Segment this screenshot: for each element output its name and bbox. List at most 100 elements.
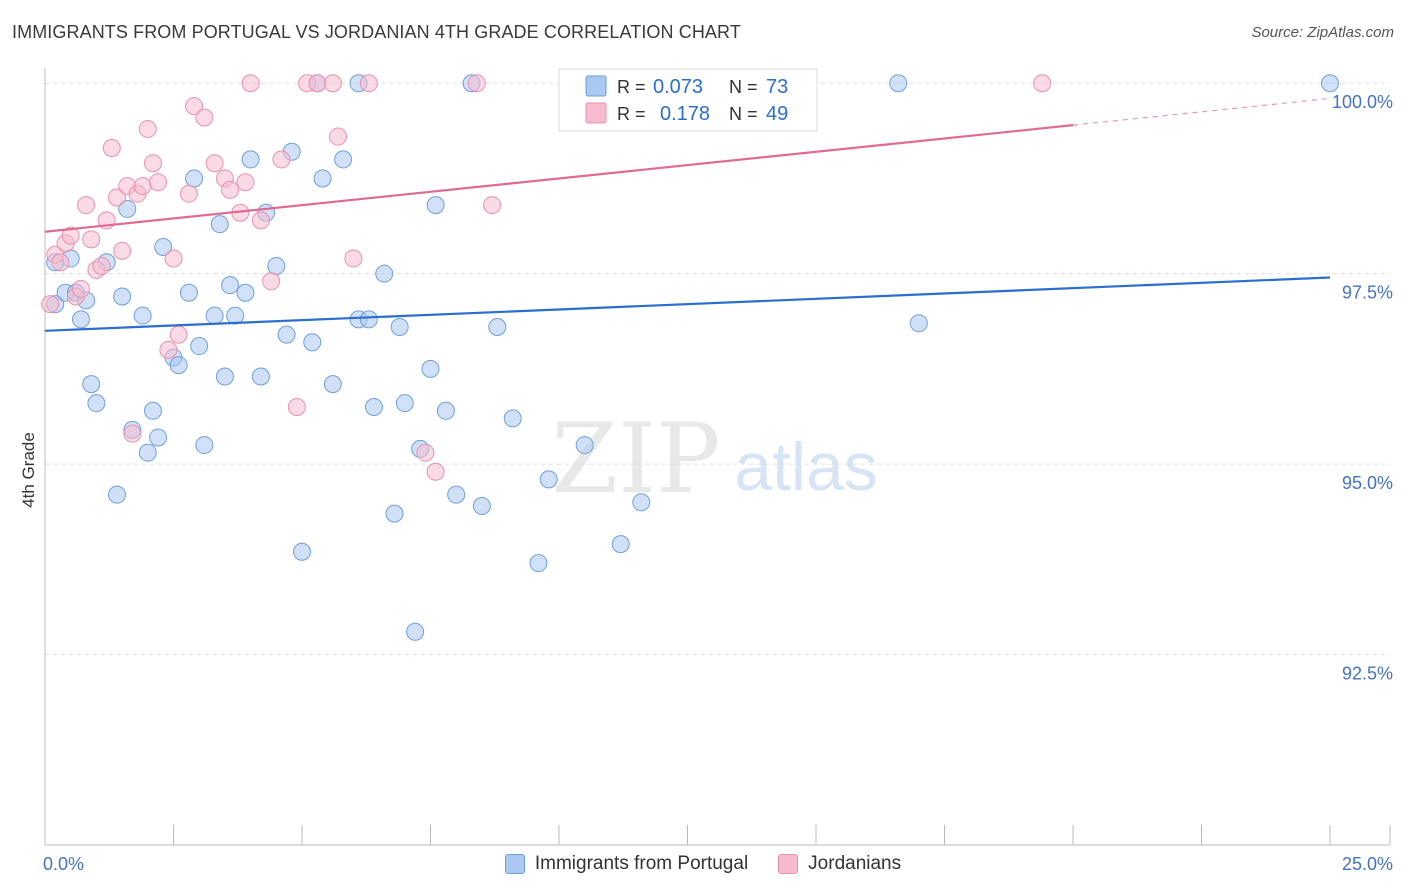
portugal-point [185, 169, 204, 188]
portugal-point [226, 306, 245, 325]
jordanian-point [416, 443, 435, 462]
portugal-point [539, 470, 558, 489]
stats-r-value: 0.073 [653, 76, 703, 98]
portugal-point [133, 306, 152, 325]
portugal-point [447, 485, 466, 504]
jordanian-point [185, 97, 204, 116]
portugal-point [71, 310, 90, 329]
x-tick-label: 25.0% [1342, 854, 1393, 874]
legend-label: Jordanians [808, 853, 902, 874]
x-tick-label: 0.0% [43, 854, 84, 874]
portugal-point [421, 359, 440, 378]
jordanian-point [77, 196, 96, 215]
legend-swatch-blue [504, 854, 525, 874]
stats-r-value: 0.178 [660, 103, 710, 125]
portugal-point [472, 497, 491, 516]
portugal-point [210, 215, 229, 234]
trend-line-extension [1072, 97, 1331, 126]
portugal-point [529, 554, 548, 573]
stats-n-value: 73 [766, 76, 788, 98]
chart-title: IMMIGRANTS FROM PORTUGAL VS JORDANIAN 4T… [12, 22, 741, 42]
portugal-point [1321, 74, 1339, 93]
jordanian-point [107, 188, 126, 207]
jordanian-point [308, 74, 327, 93]
trend-lines [44, 97, 1331, 332]
stats-n-label: N = [729, 104, 758, 124]
stats-swatch-pink [585, 102, 607, 124]
portugal-point [149, 428, 168, 447]
stats-n-value: 49 [766, 103, 788, 125]
stats-r-label: R = [617, 77, 646, 97]
jordanian-point [41, 295, 60, 314]
y-tick-label: 100.0% [1332, 92, 1393, 112]
legend: Immigrants from Portugal Jordanians [0, 848, 1406, 880]
portugal-point [154, 238, 173, 257]
jordanian-point [251, 211, 270, 230]
jordanian-point [426, 462, 445, 481]
portugal-point [503, 409, 522, 428]
portugal-point [143, 401, 162, 420]
portugal-point [113, 287, 132, 306]
portugal-point [169, 356, 188, 375]
portugal-point [313, 169, 332, 188]
jordanian-point [149, 173, 168, 192]
jordanian-point [344, 249, 363, 268]
legend-item-portugal: Immigrants from Portugal [504, 853, 748, 875]
jordanian-point [92, 257, 111, 276]
portugal-point [575, 436, 594, 455]
portugal-point [267, 257, 286, 276]
jordanian-point [61, 226, 80, 245]
portugal-point [190, 337, 209, 356]
data-points [41, 74, 1339, 641]
jordanian-point [102, 138, 121, 157]
watermark-atlas: atlas [734, 429, 878, 505]
portugal-point [385, 504, 404, 523]
portugal-point [293, 542, 311, 561]
jordanian-point [467, 74, 486, 93]
jordanian-point [71, 279, 90, 298]
portugal-point [488, 318, 507, 336]
portugal-point [334, 150, 353, 169]
portugal-point [364, 397, 383, 416]
y-tick-label: 95.0% [1342, 473, 1393, 493]
jordanian-point [359, 74, 378, 93]
portugal-point [107, 485, 126, 504]
jordanian-point [138, 119, 157, 138]
jordanian-point [221, 180, 240, 199]
jordanian-point [328, 127, 347, 146]
trend-line [44, 124, 1074, 233]
portugal-point [221, 276, 240, 295]
portugal-point [241, 150, 260, 169]
jordanian-point [287, 397, 306, 416]
jordanian-point [1033, 74, 1052, 93]
y-tick-label: 97.5% [1342, 283, 1393, 303]
jordanian-point [205, 154, 224, 173]
stats-n-label: N = [729, 77, 758, 97]
stats-box: R = 0.073 N = 73 R = 0.178 N = 49 [558, 68, 818, 132]
stats-swatch-blue [585, 75, 607, 97]
gridlines [45, 82, 1390, 656]
portugal-point [236, 283, 255, 302]
portugal-point [406, 622, 425, 641]
axes: 92.5% 95.0% 97.5% 100.0% 0.0% 25.0% [43, 68, 1393, 874]
jordanian-point [323, 74, 342, 93]
jordanian-point [164, 249, 183, 268]
portugal-point [251, 367, 270, 386]
portugal-point [436, 401, 455, 420]
stats-r-label: R = [617, 104, 646, 124]
jordanian-point [51, 253, 70, 272]
portugal-point [390, 318, 409, 336]
portugal-point [375, 264, 394, 283]
jordanian-point [272, 150, 291, 169]
legend-swatch-pink [778, 854, 799, 874]
trend-line [44, 276, 1331, 332]
jordanian-point [236, 173, 255, 192]
jordanian-point [143, 154, 162, 173]
jordanian-point [483, 196, 502, 215]
jordanian-point [262, 272, 281, 291]
jordanian-point [159, 340, 178, 359]
portugal-point [195, 436, 214, 455]
jordanian-point [123, 424, 142, 443]
jordanian-point [179, 184, 198, 203]
